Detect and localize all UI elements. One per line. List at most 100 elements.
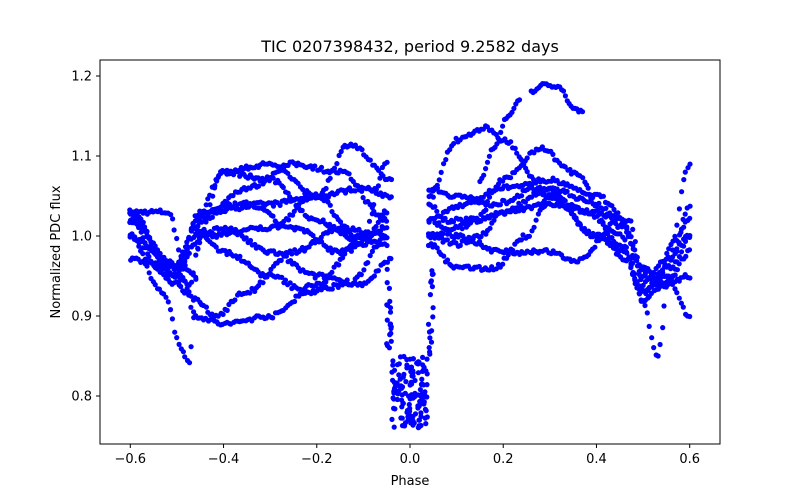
data-point [327, 202, 333, 208]
x-tick-label: 0.4 [586, 452, 607, 467]
data-point [624, 226, 630, 232]
data-point [323, 185, 329, 192]
data-point [632, 239, 638, 245]
data-point [420, 354, 426, 360]
data-point [580, 175, 586, 181]
data-point [424, 414, 430, 420]
data-point [674, 222, 680, 228]
data-point [653, 282, 659, 288]
data-point [600, 219, 606, 226]
data-point [441, 161, 447, 167]
data-point [230, 193, 236, 199]
data-point [600, 193, 607, 199]
data-point [672, 272, 678, 278]
data-point [299, 207, 305, 214]
data-point [402, 390, 408, 396]
data-point [154, 252, 160, 258]
data-point [426, 345, 432, 351]
data-point [615, 210, 621, 216]
x-axis-ticks: −0.6 −0.4 −0.2 0.0 0.2 0.4 0.6 [115, 444, 700, 467]
data-point [438, 169, 444, 175]
data-point [655, 353, 661, 359]
data-point [312, 163, 318, 169]
data-point [432, 204, 438, 210]
data-point [628, 265, 634, 271]
data-point [369, 248, 375, 254]
data-point [256, 183, 262, 189]
data-point [359, 188, 365, 194]
data-point [383, 235, 389, 241]
data-point [399, 415, 405, 421]
data-point [596, 200, 602, 206]
data-point [681, 177, 687, 183]
data-point [270, 203, 277, 209]
data-point [655, 263, 662, 269]
data-point [425, 321, 432, 327]
data-point [481, 172, 487, 178]
data-point [647, 275, 653, 281]
scatter-points [127, 81, 693, 431]
data-point [674, 290, 680, 296]
data-point [519, 193, 525, 199]
data-point [666, 263, 672, 269]
data-point [319, 271, 325, 277]
data-point [373, 224, 379, 230]
data-point [674, 267, 681, 273]
data-point [436, 220, 442, 226]
data-point [640, 282, 646, 288]
data-point [642, 302, 648, 309]
data-point [426, 329, 433, 335]
data-point [163, 294, 169, 300]
data-point [136, 243, 142, 249]
data-point [564, 188, 570, 194]
data-point [184, 244, 190, 250]
data-point [146, 254, 152, 260]
x-tick-label: −0.6 [115, 452, 147, 467]
data-point [391, 424, 397, 430]
data-point [320, 217, 326, 223]
data-point [186, 289, 192, 295]
data-point [535, 191, 541, 197]
data-point [508, 139, 514, 145]
data-point [186, 360, 193, 366]
data-point [285, 170, 291, 176]
data-point [310, 232, 316, 239]
data-point [327, 245, 333, 251]
data-point [592, 244, 598, 250]
data-point [152, 282, 158, 288]
data-point [359, 240, 365, 247]
data-point [389, 369, 395, 375]
data-point [622, 243, 628, 249]
data-point [410, 356, 416, 362]
data-point [407, 413, 413, 419]
data-point [412, 394, 418, 400]
data-point [646, 323, 652, 329]
data-point [430, 194, 436, 200]
data-point [373, 244, 380, 250]
data-point [338, 148, 344, 155]
data-point [682, 211, 688, 217]
data-point [585, 185, 591, 191]
data-point [430, 305, 436, 311]
data-point [443, 227, 449, 233]
data-point [524, 169, 530, 175]
data-point [394, 396, 400, 403]
data-point [180, 256, 186, 262]
data-point [203, 231, 209, 237]
data-point [188, 304, 194, 310]
data-point [207, 202, 213, 208]
data-point [441, 253, 447, 259]
data-point [636, 283, 642, 289]
data-point [622, 237, 628, 243]
data-point [686, 247, 693, 253]
data-point [609, 203, 615, 209]
data-point [384, 259, 391, 265]
data-point [329, 286, 335, 292]
data-point [237, 253, 243, 259]
data-point [283, 253, 289, 259]
data-point [419, 376, 425, 382]
data-point [289, 251, 295, 257]
data-point [418, 394, 424, 400]
data-point [651, 345, 657, 351]
